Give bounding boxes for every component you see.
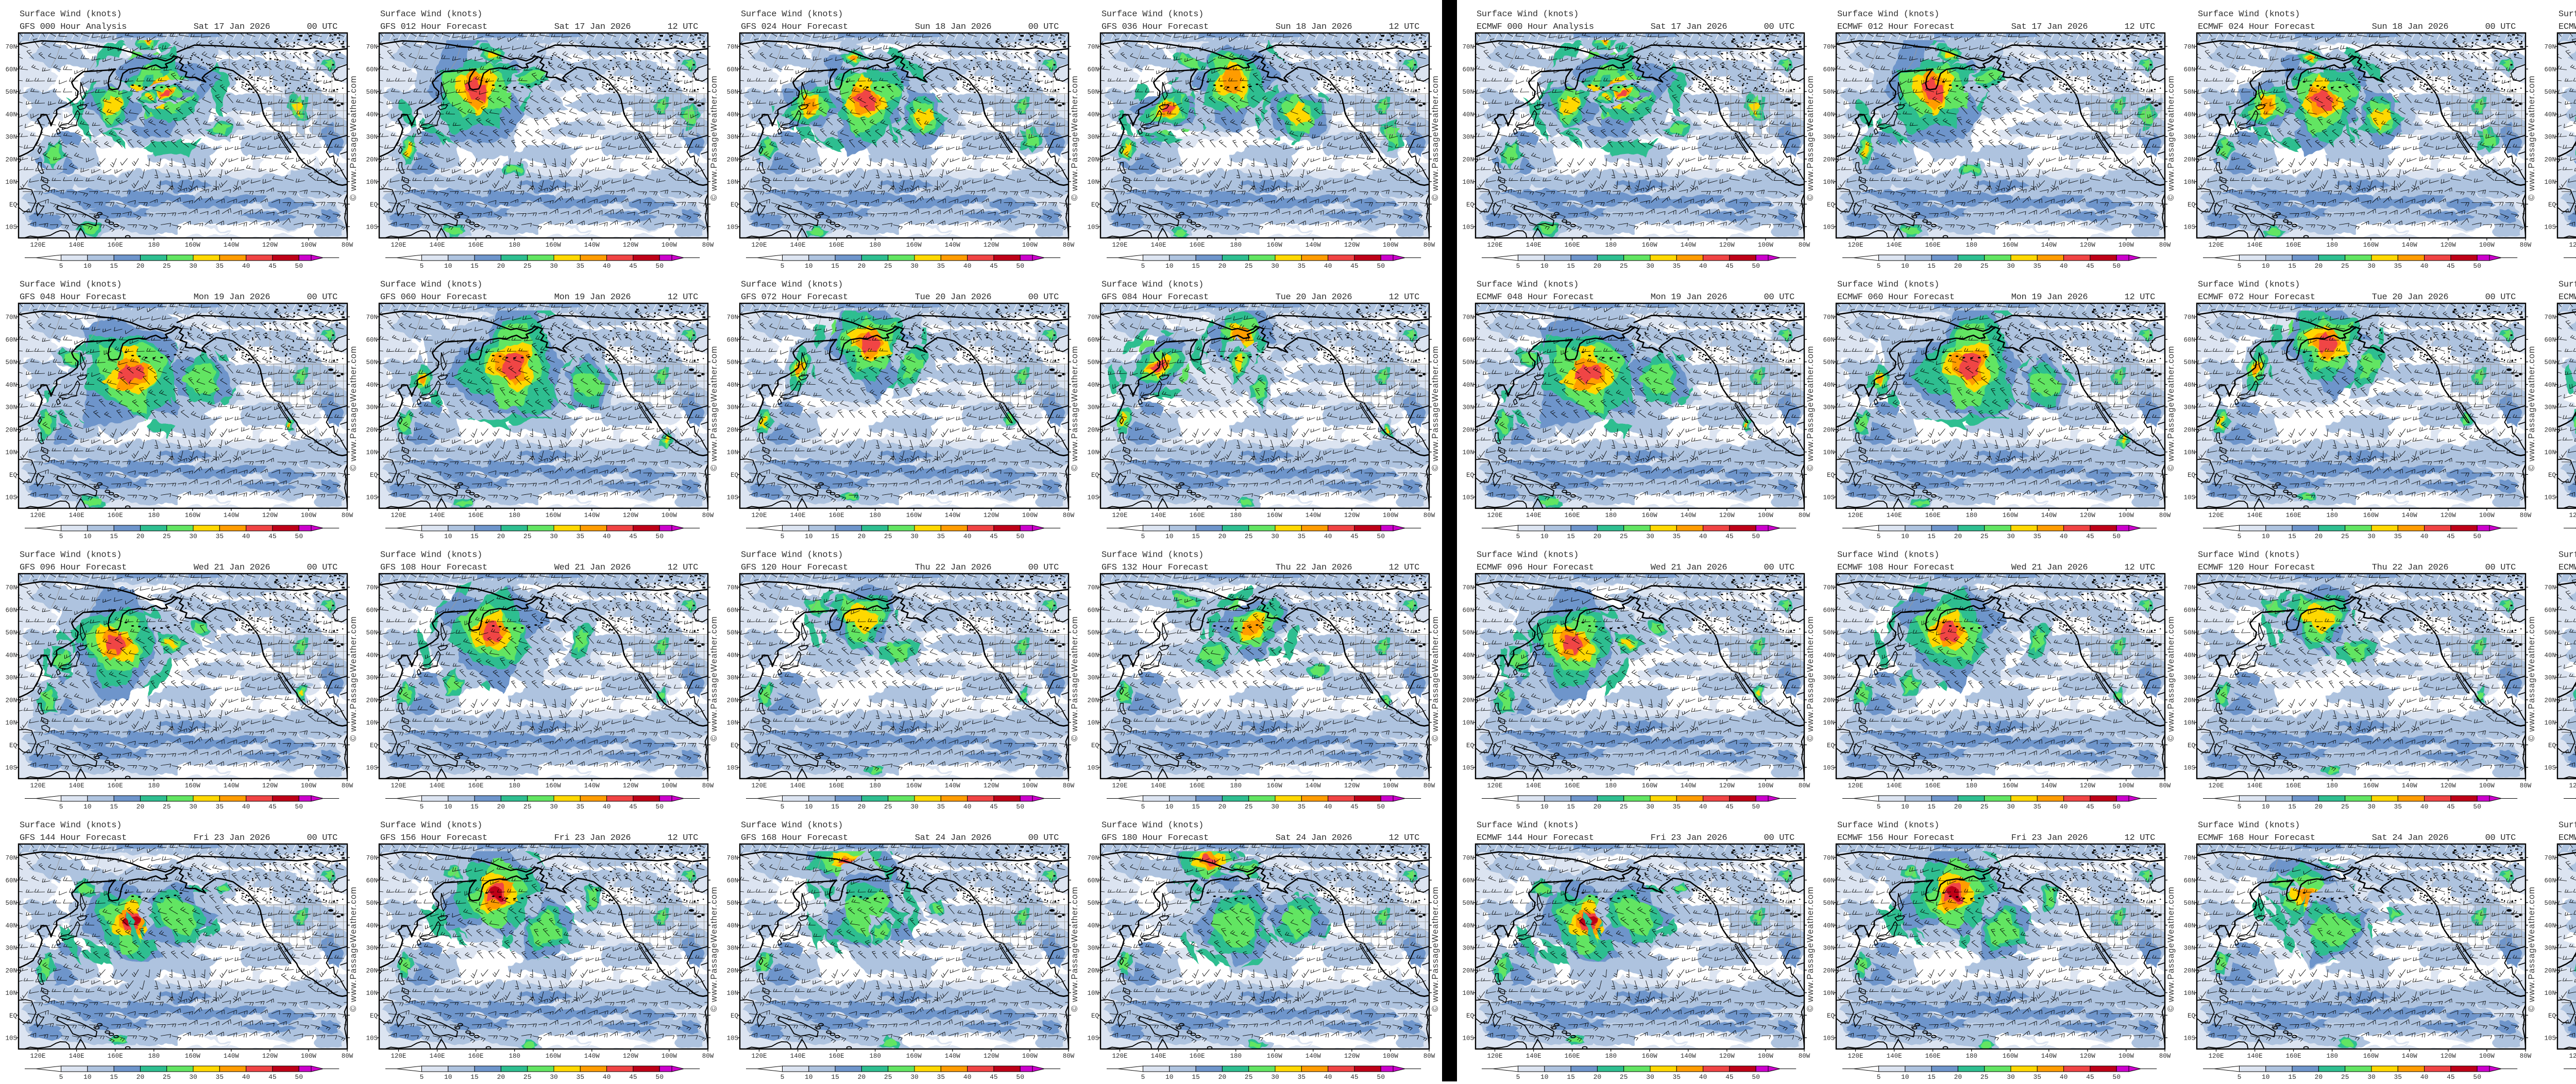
svg-text:Sat 17 Jan 2026: Sat 17 Jan 2026 xyxy=(2011,22,2088,32)
svg-text:00 UTC: 00 UTC xyxy=(1028,22,1059,32)
svg-text:00 UTC: 00 UTC xyxy=(1028,292,1059,302)
svg-text:GFS 036 Hour Forecast: GFS 036 Hour Forecast xyxy=(1101,22,1209,32)
svg-text:GFS 048 Hour Forecast: GFS 048 Hour Forecast xyxy=(20,292,127,302)
svg-text:Sun 18 Jan 2026: Sun 18 Jan 2026 xyxy=(2372,22,2449,32)
svg-text:Wed 21 Jan 2026: Wed 21 Jan 2026 xyxy=(554,563,631,573)
svg-text:GFS 096 Hour Forecast: GFS 096 Hour Forecast xyxy=(20,563,127,573)
svg-text:12 UTC: 12 UTC xyxy=(2125,292,2156,302)
svg-text:00 UTC: 00 UTC xyxy=(307,292,338,302)
svg-text:Fri 23 Jan 2026: Fri 23 Jan 2026 xyxy=(194,833,270,843)
svg-text:Sat 17 Jan 2026: Sat 17 Jan 2026 xyxy=(554,22,631,32)
svg-text:00 UTC: 00 UTC xyxy=(2485,292,2516,302)
svg-text:GFS 000 Hour Analysis: GFS 000 Hour Analysis xyxy=(20,22,127,32)
svg-text:00 UTC: 00 UTC xyxy=(1764,833,1795,843)
svg-text:GFS 168 Hour Forecast: GFS 168 Hour Forecast xyxy=(741,833,848,843)
svg-text:12 UTC: 12 UTC xyxy=(2125,563,2156,573)
svg-text:00 UTC: 00 UTC xyxy=(1028,563,1059,573)
svg-text:GFS 156 Hour Forecast: GFS 156 Hour Forecast xyxy=(380,833,487,843)
svg-text:Wed 21 Jan 2026: Wed 21 Jan 2026 xyxy=(194,563,270,573)
svg-text:00 UTC: 00 UTC xyxy=(2485,833,2516,843)
svg-text:Sun 18 Jan 2026: Sun 18 Jan 2026 xyxy=(915,22,992,32)
svg-text:Wed 21 Jan 2026: Wed 21 Jan 2026 xyxy=(1651,563,1727,573)
svg-text:Sun 18 Jan 2026: Sun 18 Jan 2026 xyxy=(1276,22,1352,32)
svg-text:12 UTC: 12 UTC xyxy=(1389,292,1420,302)
svg-text:Mon 19 Jan 2026: Mon 19 Jan 2026 xyxy=(194,292,270,302)
svg-text:Fri 23 Jan 2026: Fri 23 Jan 2026 xyxy=(1651,833,1727,843)
svg-text:12 UTC: 12 UTC xyxy=(2125,833,2156,843)
svg-text:ECMWF 000 Hour Analysis: ECMWF 000 Hour Analysis xyxy=(1477,22,1594,32)
svg-text:Thu 22 Jan 2026: Thu 22 Jan 2026 xyxy=(2372,563,2449,573)
svg-text:GFS 060 Hour Forecast: GFS 060 Hour Forecast xyxy=(380,292,487,302)
svg-text:Wed 21 Jan 2026: Wed 21 Jan 2026 xyxy=(2011,563,2088,573)
svg-text:Mon 19 Jan 2026: Mon 19 Jan 2026 xyxy=(1651,292,1727,302)
svg-text:12 UTC: 12 UTC xyxy=(668,292,699,302)
svg-text:Sat 24 Jan 2026: Sat 24 Jan 2026 xyxy=(1276,833,1352,843)
svg-text:ECMWF 144 Hour Forecast: ECMWF 144 Hour Forecast xyxy=(1477,833,1594,843)
svg-text:Sat 24 Jan 2026: Sat 24 Jan 2026 xyxy=(915,833,992,843)
svg-text:ECMWF 012 Hour Forecast: ECMWF 012 Hour Forecast xyxy=(1837,22,1955,32)
svg-text:GFS 012 Hour Forecast: GFS 012 Hour Forecast xyxy=(380,22,487,32)
svg-text:ECMWF 084 Hour Forecast: ECMWF 084 Hour Forecast xyxy=(2558,292,2576,302)
svg-text:ECMWF 096 Hour Forecast: ECMWF 096 Hour Forecast xyxy=(1477,563,1594,573)
svg-text:Tue 20 Jan 2026: Tue 20 Jan 2026 xyxy=(1276,292,1352,302)
svg-text:Tue 20 Jan 2026: Tue 20 Jan 2026 xyxy=(915,292,992,302)
svg-text:00 UTC: 00 UTC xyxy=(1764,563,1795,573)
svg-text:ECMWF 072 Hour Forecast: ECMWF 072 Hour Forecast xyxy=(2198,292,2315,302)
svg-text:GFS 132 Hour Forecast: GFS 132 Hour Forecast xyxy=(1101,563,1209,573)
svg-text:12 UTC: 12 UTC xyxy=(668,22,699,32)
svg-text:GFS 120 Hour Forecast: GFS 120 Hour Forecast xyxy=(741,563,848,573)
svg-text:GFS 084 Hour Forecast: GFS 084 Hour Forecast xyxy=(1101,292,1209,302)
svg-text:Fri 23 Jan 2026: Fri 23 Jan 2026 xyxy=(2011,833,2088,843)
svg-text:GFS 180 Hour Forecast: GFS 180 Hour Forecast xyxy=(1101,833,1209,843)
svg-text:00 UTC: 00 UTC xyxy=(2485,563,2516,573)
svg-text:Sat 17 Jan 2026: Sat 17 Jan 2026 xyxy=(1651,22,1727,32)
svg-text:ECMWF 180 Hour Forecast: ECMWF 180 Hour Forecast xyxy=(2558,833,2576,843)
svg-text:Mon 19 Jan 2026: Mon 19 Jan 2026 xyxy=(554,292,631,302)
svg-text:ECMWF 156 Hour Forecast: ECMWF 156 Hour Forecast xyxy=(1837,833,1955,843)
svg-text:00 UTC: 00 UTC xyxy=(1764,22,1795,32)
svg-text:GFS 024 Hour Forecast: GFS 024 Hour Forecast xyxy=(741,22,848,32)
svg-text:12 UTC: 12 UTC xyxy=(1389,563,1420,573)
svg-text:12 UTC: 12 UTC xyxy=(1389,22,1420,32)
svg-text:00 UTC: 00 UTC xyxy=(307,563,338,573)
svg-text:00 UTC: 00 UTC xyxy=(307,22,338,32)
svg-text:ECMWF 168 Hour Forecast: ECMWF 168 Hour Forecast xyxy=(2198,833,2315,843)
svg-text:Fri 23 Jan 2026: Fri 23 Jan 2026 xyxy=(554,833,631,843)
svg-text:GFS 072 Hour Forecast: GFS 072 Hour Forecast xyxy=(741,292,848,302)
svg-text:12 UTC: 12 UTC xyxy=(2125,22,2156,32)
svg-text:Sat 24 Jan 2026: Sat 24 Jan 2026 xyxy=(2372,833,2449,843)
svg-text:00 UTC: 00 UTC xyxy=(1764,292,1795,302)
svg-text:Thu 22 Jan 2026: Thu 22 Jan 2026 xyxy=(915,563,992,573)
svg-text:ECMWF 108 Hour Forecast: ECMWF 108 Hour Forecast xyxy=(1837,563,1955,573)
svg-text:ECMWF 036 Hour Forecast: ECMWF 036 Hour Forecast xyxy=(2558,22,2576,32)
svg-text:GFS 108 Hour Forecast: GFS 108 Hour Forecast xyxy=(380,563,487,573)
svg-text:ECMWF 060 Hour Forecast: ECMWF 060 Hour Forecast xyxy=(1837,292,1955,302)
svg-text:00 UTC: 00 UTC xyxy=(307,833,338,843)
svg-text:ECMWF 048 Hour Forecast: ECMWF 048 Hour Forecast xyxy=(1477,292,1594,302)
svg-text:GFS 144 Hour Forecast: GFS 144 Hour Forecast xyxy=(20,833,127,843)
svg-text:00 UTC: 00 UTC xyxy=(2485,22,2516,32)
svg-text:ECMWF 132 Hour Forecast: ECMWF 132 Hour Forecast xyxy=(2558,563,2576,573)
svg-text:ECMWF 024 Hour Forecast: ECMWF 024 Hour Forecast xyxy=(2198,22,2315,32)
svg-text:Mon 19 Jan 2026: Mon 19 Jan 2026 xyxy=(2011,292,2088,302)
svg-text:Thu 22 Jan 2026: Thu 22 Jan 2026 xyxy=(1276,563,1352,573)
svg-text:Sat 17 Jan 2026: Sat 17 Jan 2026 xyxy=(194,22,270,32)
svg-text:12 UTC: 12 UTC xyxy=(668,833,699,843)
svg-text:00 UTC: 00 UTC xyxy=(1028,833,1059,843)
svg-text:12 UTC: 12 UTC xyxy=(668,563,699,573)
svg-text:Tue 20 Jan 2026: Tue 20 Jan 2026 xyxy=(2372,292,2449,302)
svg-text:ECMWF 120 Hour Forecast: ECMWF 120 Hour Forecast xyxy=(2198,563,2315,573)
svg-text:12 UTC: 12 UTC xyxy=(1389,833,1420,843)
